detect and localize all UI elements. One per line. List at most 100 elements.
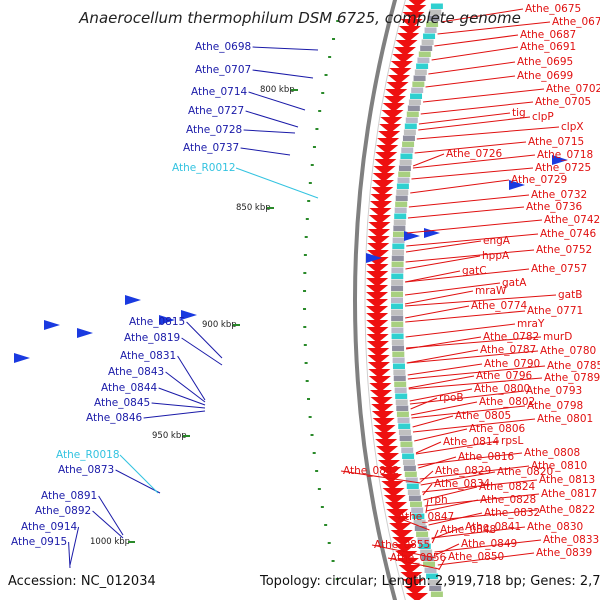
reverse-gene-arrow (366, 334, 389, 343)
reverse-gene-leader (422, 88, 545, 103)
gene-feature-block (404, 471, 417, 477)
gene-feature-block (391, 339, 404, 345)
reverse-gene-arrow (387, 75, 410, 84)
reverse-gene-label: Athe_0771 (527, 305, 583, 317)
gene-feature-block (397, 417, 410, 423)
reverse-gene-arrow (405, 593, 428, 600)
reverse-gene-leader (419, 465, 530, 480)
gene-feature-block (391, 327, 404, 333)
reverse-gene-leader (408, 377, 543, 390)
reverse-gene-label: Athe_0829 (435, 465, 491, 477)
reverse-gene-arrow (373, 166, 396, 175)
forward-gene-label: Athe_0845 (94, 397, 150, 409)
forward-gene-label: Athe_0915 (11, 536, 67, 548)
reverse-gene-label: Athe_0849 (461, 538, 517, 550)
reverse-gene-arrow (393, 544, 416, 553)
reverse-gene-label: clpX (561, 121, 584, 133)
reverse-gene-leader (411, 405, 526, 419)
reverse-gene-label: Athe_0850 (448, 551, 504, 563)
reverse-gene-leader (414, 428, 468, 442)
forward-gene-label: Athe_0728 (186, 124, 242, 136)
forward-gene-leader (165, 371, 206, 403)
reverse-gene-label: Athe_0676 (552, 16, 600, 28)
forward-gene-label: Athe_0819 (124, 332, 180, 344)
reverse-gene-label: Athe_0789 (544, 372, 600, 384)
scale-tick-label: 1000 kbp (90, 537, 130, 547)
reverse-gene-leader (418, 116, 531, 131)
forward-gene-leader (186, 321, 223, 359)
gene-feature-block (391, 333, 404, 339)
reverse-gene-label: Athe_0699 (517, 70, 573, 82)
gc-marker (335, 578, 339, 580)
gc-marker (305, 218, 309, 220)
gene-feature-block (427, 579, 440, 585)
gene-feature-block (412, 81, 425, 87)
reverse-gene-label: Athe_0813 (539, 474, 595, 486)
gene-feature-block (417, 57, 430, 63)
gene-feature-block (404, 123, 417, 129)
forward-gene-label: Athe_0891 (41, 490, 97, 502)
forward-gene-label: Athe_0737 (183, 142, 239, 154)
reverse-gene-arrow (367, 355, 390, 364)
forward-gene-arrow (44, 320, 60, 330)
forward-gene-label: Athe_0698 (195, 41, 251, 53)
reverse-gene-label: Athe_0802 (479, 396, 535, 408)
reverse-gene-leader (431, 46, 519, 61)
scale-tick-mark (233, 324, 240, 326)
reverse-gene-arrow (382, 488, 405, 497)
forward-gene-leader (245, 110, 299, 128)
reverse-gene-leader (404, 294, 557, 307)
scale-tick-label: 900 kbp (202, 320, 237, 330)
reverse-gene-label: Athe_0842 (343, 465, 399, 477)
reverse-gene-arrow (371, 187, 394, 196)
reverse-gene-label: Athe_0732 (531, 189, 587, 201)
forward-gene-leader (98, 495, 124, 536)
reverse-gene-leader (405, 268, 530, 283)
reverse-gene-arrow (366, 292, 389, 301)
forward-gene-leader (151, 402, 206, 409)
gene-feature-block (393, 375, 406, 381)
reverse-gene-label: Athe_0833 (543, 534, 599, 546)
gene-feature-block (398, 429, 411, 435)
gene-feature-block (429, 585, 442, 591)
reverse-gene-leader (405, 240, 482, 253)
forward-gene-label: Athe_0727 (188, 105, 244, 117)
reverse-gene-label: murD (543, 331, 572, 343)
gc-marker (328, 56, 332, 58)
gene-feature-block (429, 9, 442, 15)
reverse-gene-leader (406, 336, 542, 349)
reverse-gene-label: gatB (558, 289, 582, 301)
reverse-gene-leader (406, 350, 539, 364)
reverse-gene-arrow (368, 229, 391, 238)
forward-gene-arrow (125, 295, 141, 305)
forward-gene-arrow (424, 228, 440, 238)
gc-marker (307, 398, 311, 400)
gene-feature-block (423, 561, 436, 567)
gene-feature-block (391, 291, 404, 297)
reverse-gene-arrow (371, 404, 394, 413)
reverse-gene-label: mraW (475, 285, 507, 297)
gene-feature-block (391, 267, 404, 273)
gene-feature-block (391, 279, 404, 285)
gc-marker (303, 308, 307, 310)
reverse-gene-arrow (386, 509, 409, 518)
reverse-gene-leader (431, 529, 439, 544)
gc-marker (324, 524, 328, 526)
reverse-gene-arrow (376, 446, 399, 455)
inner-backbone (364, 0, 406, 600)
reverse-gene-leader (405, 249, 535, 263)
gene-feature-block (408, 495, 421, 501)
reverse-gene-leader (412, 153, 445, 167)
reverse-gene-label: rpoB (439, 392, 464, 404)
reverse-gene-label: Athe_0834 (434, 478, 491, 490)
reverse-gene-arrow (367, 362, 390, 371)
gene-feature-block (392, 231, 405, 237)
reverse-gene-leader (404, 282, 501, 296)
reverse-gene-arrow (368, 376, 391, 385)
reverse-gene-label: Athe_0782 (483, 331, 539, 343)
forward-gene-leader (115, 469, 161, 494)
gene-feature-block (396, 411, 409, 417)
reverse-gene-leader (412, 415, 454, 428)
gc-marker (304, 236, 308, 238)
gc-marker (308, 416, 312, 418)
